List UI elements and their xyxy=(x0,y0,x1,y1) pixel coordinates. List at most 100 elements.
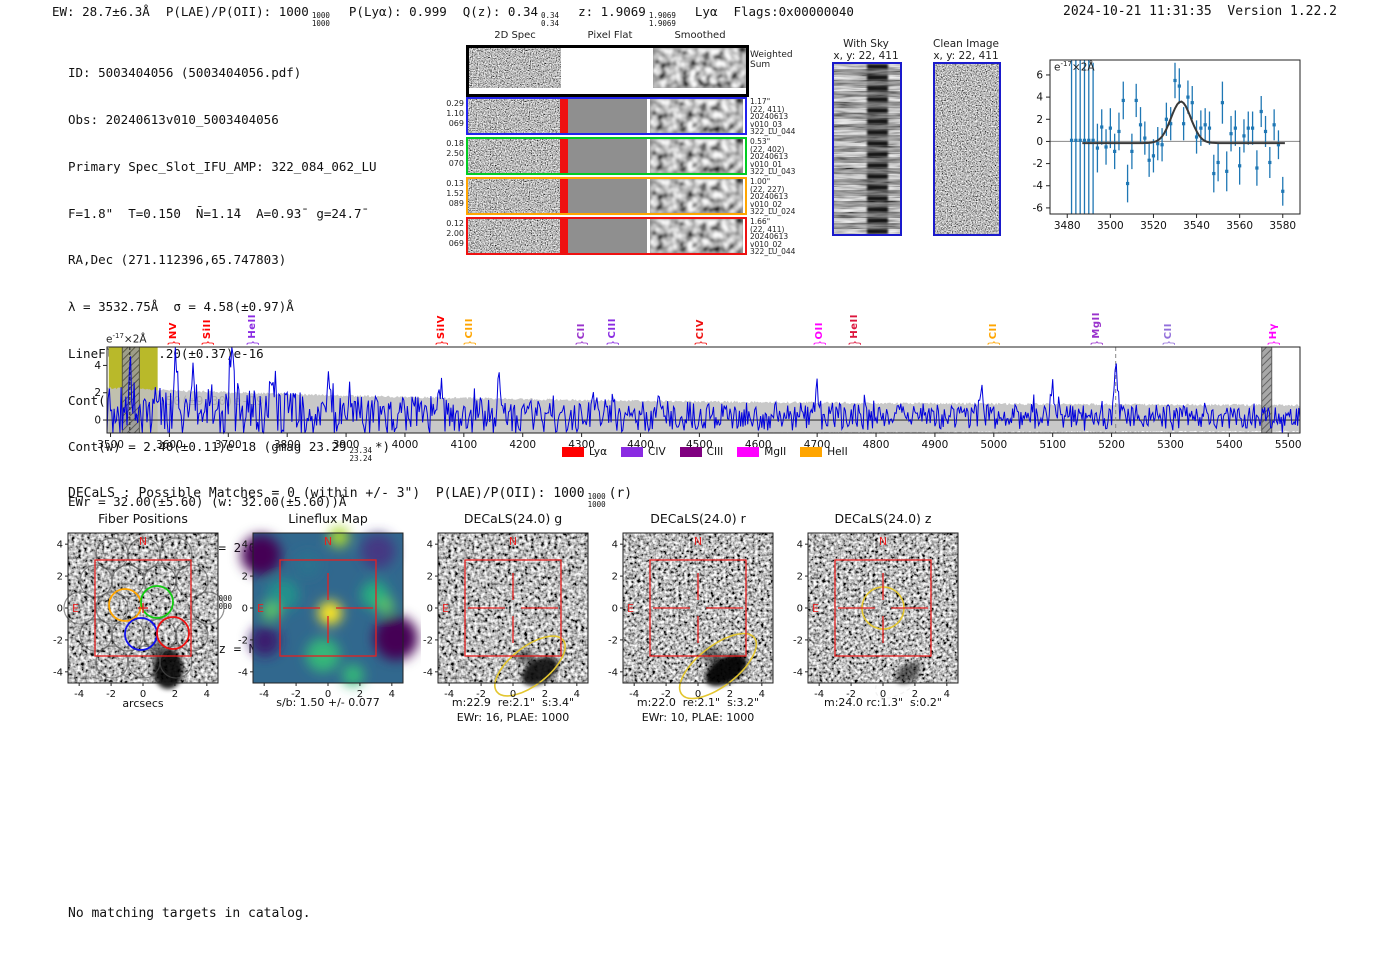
noise-art xyxy=(653,48,746,88)
x-tick-label: -2 xyxy=(476,689,486,700)
y-tick-label: -4 xyxy=(238,667,248,678)
g-image-art xyxy=(438,533,588,697)
data-point xyxy=(1220,101,1225,105)
x-tick-label: 0 xyxy=(695,689,701,700)
noise-art xyxy=(650,219,743,253)
data-point xyxy=(1272,123,1276,127)
y-tick-label: 4 xyxy=(797,540,803,551)
ew-value: EW: 28.7±6.3Å xyxy=(52,4,150,19)
x-tick-label: -4 xyxy=(74,689,84,700)
noise-art xyxy=(468,139,560,173)
g-source-ellipse xyxy=(494,635,566,697)
x-tick-label: 0 xyxy=(140,689,146,700)
extraction-box xyxy=(464,559,562,657)
data-point xyxy=(1203,123,1207,127)
y-tick-label: -2 xyxy=(608,635,618,646)
plya-value: P(Lyα): 0.999 xyxy=(348,4,447,19)
data-point xyxy=(1177,84,1181,88)
meta-line: 1.66" xyxy=(750,217,771,226)
full-spectrum-plot: 3500 3600 3700 3800 3900 4000 4100 4200 4300 4400… xyxy=(94,346,1302,451)
extraction-box xyxy=(649,559,747,657)
x-tick-label: 0 xyxy=(880,689,886,700)
data-point xyxy=(1100,125,1104,129)
data-point xyxy=(1091,138,1095,142)
noise-art xyxy=(650,99,743,133)
decals-r-panel: -4 -4 -2 -2 0 0 2 2 4 4 N E xyxy=(608,532,774,700)
r-image-art xyxy=(623,533,773,700)
compass-east-label: E xyxy=(627,602,634,615)
meta-line: 322_LU_024 xyxy=(750,207,796,217)
clean-title: Clean Image x, y: 22, 411 xyxy=(932,38,1000,62)
x-tick-label: 2 xyxy=(727,689,733,700)
data-point xyxy=(1164,117,1168,121)
x-tick-label: 4 xyxy=(389,689,395,700)
data-point xyxy=(1186,95,1190,99)
legend-label: MgII xyxy=(764,446,787,458)
data-point xyxy=(1147,158,1151,162)
legend-label: CIV xyxy=(648,446,666,458)
y-tick-label: 2 xyxy=(57,572,63,583)
meta-line: 20240613 xyxy=(750,192,789,202)
x-tick-label: 3900 xyxy=(333,439,360,451)
data-point xyxy=(1134,98,1138,103)
y-tick-label: -4 xyxy=(793,667,803,678)
data-point xyxy=(1151,154,1156,158)
calibration-red-bar xyxy=(560,219,568,253)
x-tick-label: 0 xyxy=(510,689,516,700)
x-tick-label: -2 xyxy=(846,689,856,700)
data-point xyxy=(1276,143,1281,147)
flags-value: Flags:0x00000040 xyxy=(733,4,854,19)
flat-white-line xyxy=(647,99,650,133)
lineflux-image-art xyxy=(241,527,418,686)
smoothed-image xyxy=(650,99,743,133)
compass-north-label: N xyxy=(139,535,147,548)
data-point xyxy=(1169,122,1173,126)
info-ewr: EWr = 32.00(±5.60) (w: 32.00(±5.60))Å xyxy=(68,493,347,509)
meta-line: v010_03 xyxy=(750,119,783,129)
r-source-ellipse xyxy=(678,632,758,700)
classification-label: Lyα xyxy=(694,4,718,19)
weighted-2dspec-image xyxy=(469,48,561,94)
meta-line: v010_02 xyxy=(750,239,783,249)
panel-title-g: DECaLS(24.0) g xyxy=(463,511,563,526)
decals-g-panel: -4 -4 -2 -2 0 0 2 2 4 4 N E xyxy=(423,532,589,700)
legend-item-mgii: MgII xyxy=(737,446,786,458)
data-point xyxy=(1194,135,1199,139)
x-tick-label: 4 xyxy=(204,689,210,700)
data-point xyxy=(1229,132,1233,136)
fiber-red xyxy=(156,616,190,650)
clean-noise-art xyxy=(935,64,999,234)
info-seeing: F=1.8" T=0.1̄50 N̄=1.1̄4 A=0.93̄ g=24.7̄ xyxy=(68,205,362,221)
data-point xyxy=(1281,189,1285,193)
flat-white-line xyxy=(647,139,650,173)
2d-spec-image xyxy=(468,179,560,213)
stamp-row-weights: 0.13 1.52 089 xyxy=(443,179,464,209)
spec2d-stamps: 2D Spec Pixel Flat Smoothed Weighted Sum… xyxy=(443,30,805,260)
y-tick-label: 0 xyxy=(797,604,803,615)
info-primary-amp: Primary Spec_Slot_IFU_AMP: 322_084_062_L… xyxy=(68,158,377,174)
x-tick-label: 5000 xyxy=(980,439,1007,451)
weight-value: 069 xyxy=(448,119,464,128)
withsky-title: With Sky x, y: 22, 411 xyxy=(833,38,899,62)
line-fit-plot: 3480 3500 3520 3540 3560 3580 -6 -4 -2 0 2 4 6 xyxy=(1033,59,1301,232)
withsky-image xyxy=(832,62,902,236)
compass-north-label: N xyxy=(879,535,887,548)
y-tick-label: 2 xyxy=(612,572,618,583)
2d-spec-image xyxy=(468,139,560,173)
report-datetime: 2024-10-21 11:31:35 Version 1.22.2 xyxy=(1063,4,1337,19)
fiber-circles xyxy=(63,537,225,679)
data-point xyxy=(1069,138,1074,142)
meta-line: 1.17" xyxy=(750,97,771,106)
compass-east-label: E xyxy=(812,602,819,615)
y-tick-label: -2 xyxy=(1033,158,1043,170)
z-value: z: 1.9069 1.9069 1.9069 xyxy=(578,4,676,28)
data-point xyxy=(1238,164,1242,168)
panel-title-r: DECaLS(24.0) r xyxy=(650,511,746,526)
stamp-row-meta: 1.17" (22, 411) 20240613 v010_03 322_LU_044 xyxy=(750,98,805,136)
meta-line: (22, 411) xyxy=(750,104,785,114)
data-point xyxy=(1130,149,1134,154)
meta-line: 20240613 xyxy=(750,112,789,122)
x-tick-label: -4 xyxy=(259,689,269,700)
plae-poii-value: P(LAE)/P(OII): 1000 1000 1000 xyxy=(165,4,330,28)
